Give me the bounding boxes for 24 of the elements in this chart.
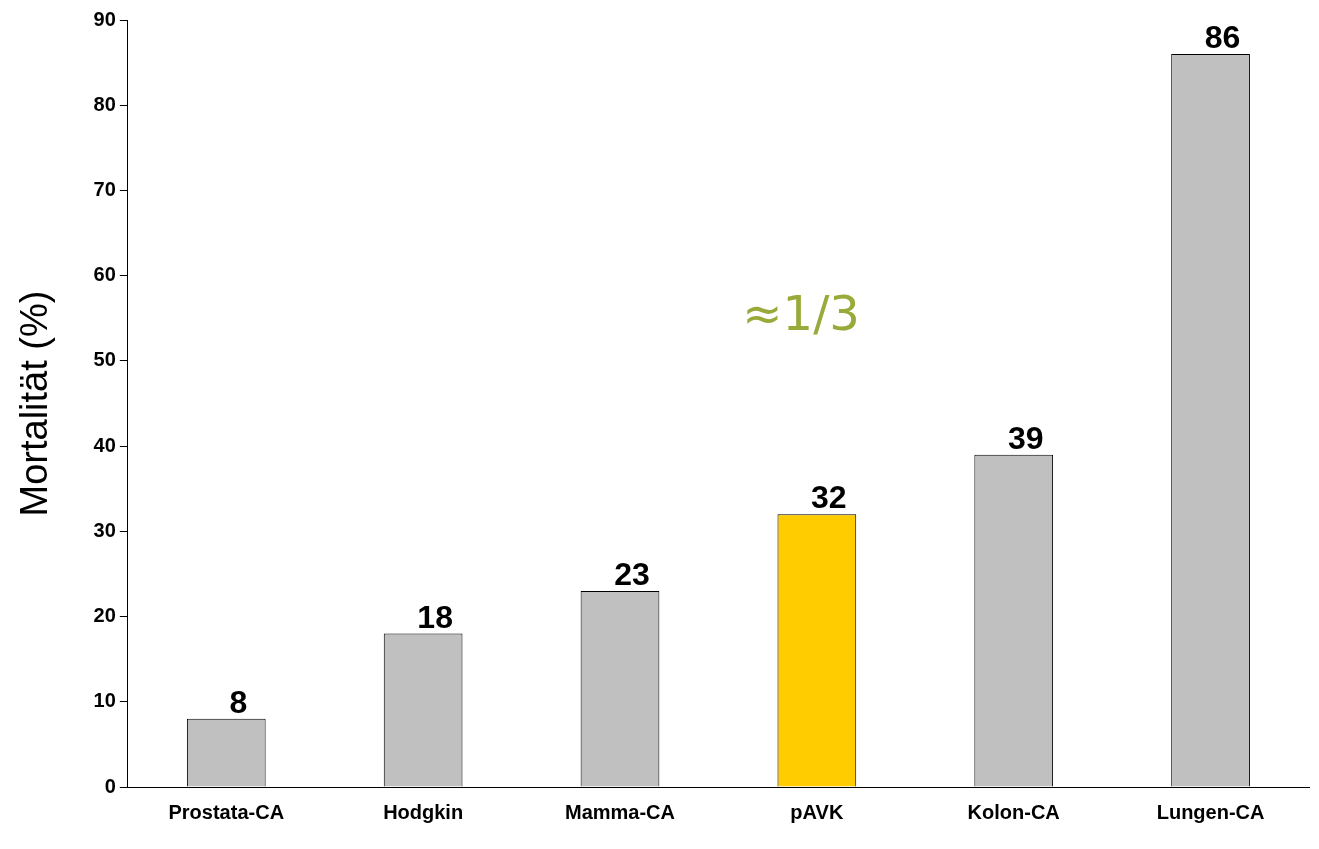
x-tick-label: pAVK [790,800,844,823]
x-tick-label: Prostata-CA [168,800,285,823]
y-tick-label: 90 [93,7,116,30]
y-tick-label: 0 [104,774,116,797]
y-tick-label: 10 [93,689,116,712]
data-label: 86 [1204,19,1241,56]
y-tick-label: 40 [93,433,116,456]
data-label: 18 [417,598,453,635]
y-axis-title: Mortalität (%) [13,290,56,517]
data-label: 32 [811,479,847,516]
data-label: 8 [229,683,248,720]
x-tick-label: Hodgkin [383,800,464,823]
y-tick-label: 70 [93,177,116,200]
x-tick-label: Kolon-CA [967,800,1060,823]
data-label: 23 [614,555,650,592]
y-tick-label: 80 [93,92,116,115]
y-tick-label: 20 [93,604,116,627]
annotation: ≈1/3 [742,285,860,341]
x-tick-label: Lungen-CA [1156,800,1265,823]
y-tick-label: 30 [93,518,116,541]
data-label: 39 [1007,419,1044,456]
y-tick-label: 60 [93,263,116,286]
x-tick-label: Mamma-CA [564,800,676,823]
y-tick-label: 50 [93,348,116,371]
